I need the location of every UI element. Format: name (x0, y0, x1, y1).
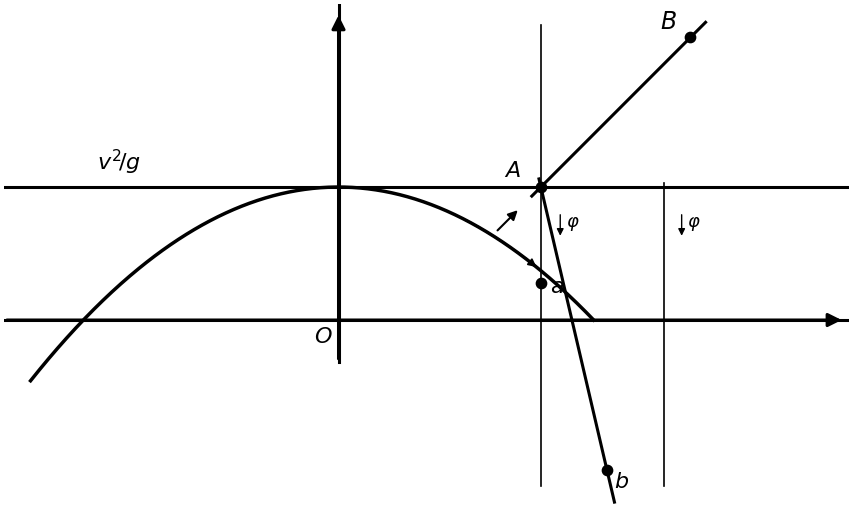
Text: $a$: $a$ (549, 276, 563, 297)
Point (599, 466, 613, 474)
Text: $v^2\!/g$: $v^2\!/g$ (96, 148, 141, 177)
Text: $B$: $B$ (659, 11, 676, 34)
Point (682, 33, 696, 41)
Text: $O$: $O$ (314, 326, 332, 348)
Text: $b$: $b$ (613, 471, 628, 493)
Text: $A$: $A$ (504, 160, 521, 182)
Point (533, 278, 547, 287)
Text: $\varphi$: $\varphi$ (686, 215, 699, 234)
Text: $\varphi$: $\varphi$ (565, 215, 579, 234)
Point (533, 183, 547, 192)
